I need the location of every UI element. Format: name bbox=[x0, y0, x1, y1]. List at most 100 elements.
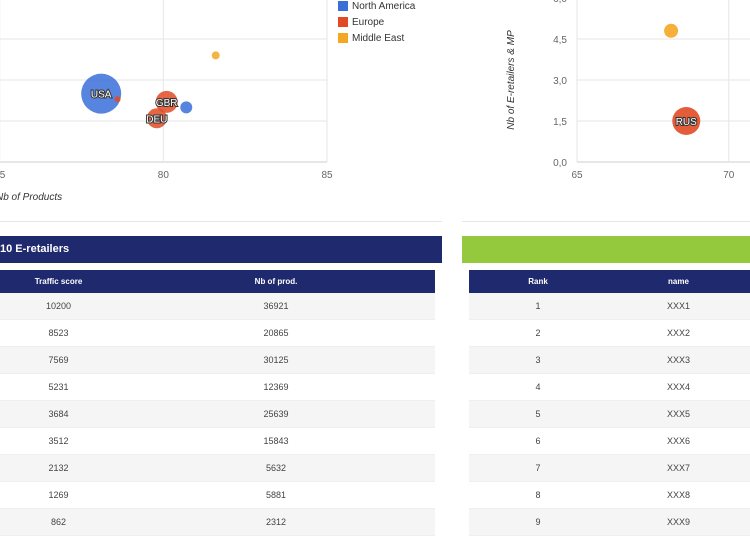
legend-item[interactable]: North America bbox=[338, 0, 415, 14]
legend-swatch bbox=[338, 17, 348, 27]
table-cell: 30125 bbox=[117, 346, 435, 374]
left-bubble-chart: 75 80 85 Nb of Products USA GBR DEU bbox=[0, 0, 333, 203]
table-row[interactable]: 2 XXX2 bbox=[469, 319, 750, 347]
table-cell: 1269 bbox=[0, 481, 117, 509]
legend-swatch bbox=[338, 1, 348, 11]
legend-item[interactable]: Middle East bbox=[338, 30, 415, 46]
table-cell: 862 bbox=[0, 508, 117, 536]
legend-item[interactable]: Europe bbox=[338, 14, 415, 30]
table-cell: XXX8 bbox=[607, 481, 750, 509]
bubble-point[interactable] bbox=[81, 73, 122, 114]
table-cell: XXX3 bbox=[607, 346, 750, 374]
bubble-point[interactable] bbox=[146, 108, 167, 129]
table-row[interactable]: 1 XXX1 bbox=[469, 293, 750, 320]
right-y-tick-label: 3,0 bbox=[553, 76, 567, 87]
table-cell: 5881 bbox=[117, 481, 435, 509]
bubble-point[interactable] bbox=[211, 51, 220, 60]
legend-label: Europe bbox=[352, 16, 385, 28]
table-row[interactable]: 8523 20865 bbox=[0, 319, 435, 347]
bubble-label: USA bbox=[91, 90, 112, 101]
table-row[interactable]: 5231 12369 bbox=[0, 373, 435, 401]
bubble-point[interactable] bbox=[155, 90, 178, 113]
table-row[interactable]: 9 XXX9 bbox=[469, 508, 750, 536]
right-y-tick-label: 1,5 bbox=[553, 117, 567, 128]
table-cell: 6 bbox=[469, 427, 607, 455]
table-cell: 25639 bbox=[117, 400, 435, 428]
table-cell: XXX6 bbox=[607, 427, 750, 455]
section-divider-left bbox=[0, 221, 442, 222]
col-header-name[interactable]: name bbox=[607, 270, 750, 293]
chart-legend[interactable]: North America Europe Middle East bbox=[338, 0, 415, 46]
table-cell: 15843 bbox=[117, 427, 435, 455]
table-cell: 12369 bbox=[117, 373, 435, 401]
table-row[interactable]: 10200 36921 bbox=[0, 293, 435, 320]
table-cell: 3 bbox=[469, 346, 607, 374]
bubble-label: GBR bbox=[156, 98, 178, 109]
table-cell: 4 bbox=[469, 373, 607, 401]
col-header-nb-of-prod[interactable]: Nb of prod. bbox=[117, 270, 435, 293]
right-y-tick-label: 4,5 bbox=[553, 35, 567, 46]
table-row[interactable]: 5 XXX5 bbox=[469, 400, 750, 428]
table-cell: XXX7 bbox=[607, 454, 750, 482]
left-x-axis-title: Nb of Products bbox=[0, 192, 62, 203]
bubble-charts: 75 80 85 Nb of Products USA GBR DEU 0,0 1,5 3,0 4… bbox=[0, 0, 750, 203]
left-x-tick-label: 75 bbox=[0, 170, 6, 181]
legend-label: North America bbox=[352, 0, 416, 12]
table-row[interactable]: 2132 5632 bbox=[0, 454, 435, 482]
col-header-rank[interactable]: Rank bbox=[469, 270, 607, 293]
table-row[interactable]: 7 XXX7 bbox=[469, 454, 750, 482]
table-row[interactable]: 862 2312 bbox=[0, 508, 435, 536]
col-header-traffic-score[interactable]: Traffic score bbox=[0, 270, 117, 293]
table-row[interactable]: 1269 5881 bbox=[0, 481, 435, 509]
table-row[interactable]: 3512 15843 bbox=[0, 427, 435, 455]
left-x-tick-label: 80 bbox=[158, 170, 170, 181]
table-row[interactable]: 3 XXX3 bbox=[469, 346, 750, 374]
left-panel-header: 10 E-retailers bbox=[0, 236, 442, 263]
bubble-point[interactable] bbox=[114, 96, 121, 103]
table-row[interactable]: 3684 25639 bbox=[0, 400, 435, 428]
table-cell: 10200 bbox=[0, 293, 117, 320]
table-cell: 5 bbox=[469, 400, 607, 428]
table-cell: XXX5 bbox=[607, 400, 750, 428]
table-cell: XXX1 bbox=[607, 293, 750, 320]
right-x-tick-label: 65 bbox=[571, 170, 583, 181]
right-bubble-chart: 0,0 1,5 3,0 4,5 6,0 65 70 Nb of E-retailers & M… bbox=[506, 0, 750, 181]
bubble-point[interactable] bbox=[664, 23, 679, 38]
table-cell: XXX2 bbox=[607, 319, 750, 347]
bubble-label: RUS bbox=[676, 117, 697, 128]
bubble-point[interactable] bbox=[180, 101, 193, 114]
table-cell: XXX4 bbox=[607, 373, 750, 401]
table-cell: 5632 bbox=[117, 454, 435, 482]
right-y-axis-title: Nb of E-retailers & MP bbox=[506, 30, 517, 130]
table-cell: 7569 bbox=[0, 346, 117, 374]
table-cell: 3512 bbox=[0, 427, 117, 455]
table-cell: 8 bbox=[469, 481, 607, 509]
right-y-tick-label: 0,0 bbox=[553, 158, 567, 169]
bubble-point[interactable] bbox=[672, 107, 701, 135]
bubble-label: DEU bbox=[146, 114, 167, 125]
table-cell: 3684 bbox=[0, 400, 117, 428]
table-cell: XXX9 bbox=[607, 508, 750, 536]
section-divider-right bbox=[462, 221, 750, 222]
table-cell: 5231 bbox=[0, 373, 117, 401]
left-panel-title: 10 E-retailers bbox=[0, 243, 70, 255]
legend-label: Middle East bbox=[352, 32, 405, 44]
table-cell: 2132 bbox=[0, 454, 117, 482]
table-cell: 36921 bbox=[117, 293, 435, 320]
right-ranking-table: Rank name 1 XXX1 2 XXX2 3 XXX3 4 XXX4 5 XXX5 6 XXX6… bbox=[469, 270, 750, 536]
legend-swatch bbox=[338, 33, 348, 43]
right-y-tick-label: 6,0 bbox=[553, 0, 567, 5]
table-cell: 2 bbox=[469, 319, 607, 347]
right-x-tick-label: 70 bbox=[723, 170, 735, 181]
right-panel-header bbox=[462, 236, 750, 263]
table-row[interactable]: 6 XXX6 bbox=[469, 427, 750, 455]
table-cell: 8523 bbox=[0, 319, 117, 347]
table-cell: 9 bbox=[469, 508, 607, 536]
table-cell: 20865 bbox=[117, 319, 435, 347]
table-cell: 2312 bbox=[117, 508, 435, 536]
table-row[interactable]: 8 XXX8 bbox=[469, 481, 750, 509]
left-x-tick-label: 85 bbox=[321, 170, 333, 181]
table-row[interactable]: 7569 30125 bbox=[0, 346, 435, 374]
table-cell: 1 bbox=[469, 293, 607, 320]
table-row[interactable]: 4 XXX4 bbox=[469, 373, 750, 401]
